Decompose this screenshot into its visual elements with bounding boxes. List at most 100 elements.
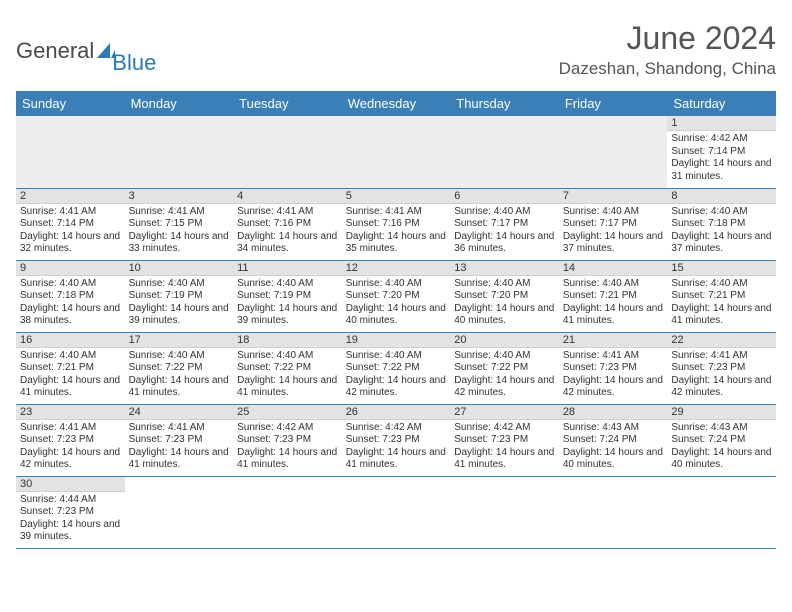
- day-details: Sunrise: 4:41 AMSunset: 7:23 PMDaylight:…: [125, 420, 234, 474]
- day-details: Sunrise: 4:41 AMSunset: 7:16 PMDaylight:…: [342, 204, 451, 258]
- day-number: 26: [342, 405, 451, 420]
- calendar-cell: 27Sunrise: 4:42 AMSunset: 7:23 PMDayligh…: [450, 404, 559, 476]
- day-details: Sunrise: 4:40 AMSunset: 7:19 PMDaylight:…: [125, 276, 234, 330]
- logo-text-blue: Blue: [112, 50, 156, 76]
- calendar-cell: [342, 476, 451, 548]
- day-details: Sunrise: 4:40 AMSunset: 7:22 PMDaylight:…: [450, 348, 559, 402]
- day-details: Sunrise: 4:41 AMSunset: 7:23 PMDaylight:…: [559, 348, 668, 402]
- calendar-row: 1Sunrise: 4:42 AMSunset: 7:14 PMDaylight…: [16, 116, 776, 188]
- day-number: 17: [125, 333, 234, 348]
- calendar-cell: 3Sunrise: 4:41 AMSunset: 7:15 PMDaylight…: [125, 188, 234, 260]
- day-number: 3: [125, 189, 234, 204]
- day-details: Sunrise: 4:42 AMSunset: 7:14 PMDaylight:…: [667, 131, 776, 185]
- day-number: 27: [450, 405, 559, 420]
- calendar-cell: 25Sunrise: 4:42 AMSunset: 7:23 PMDayligh…: [233, 404, 342, 476]
- calendar-cell: 26Sunrise: 4:42 AMSunset: 7:23 PMDayligh…: [342, 404, 451, 476]
- calendar-cell: 21Sunrise: 4:41 AMSunset: 7:23 PMDayligh…: [559, 332, 668, 404]
- calendar-cell: 9Sunrise: 4:40 AMSunset: 7:18 PMDaylight…: [16, 260, 125, 332]
- day-number: 4: [233, 189, 342, 204]
- day-number: 25: [233, 405, 342, 420]
- calendar-cell: 22Sunrise: 4:41 AMSunset: 7:23 PMDayligh…: [667, 332, 776, 404]
- day-details: Sunrise: 4:40 AMSunset: 7:21 PMDaylight:…: [559, 276, 668, 330]
- day-number: 5: [342, 189, 451, 204]
- day-details: Sunrise: 4:41 AMSunset: 7:14 PMDaylight:…: [16, 204, 125, 258]
- day-number: 7: [559, 189, 668, 204]
- calendar-row: 16Sunrise: 4:40 AMSunset: 7:21 PMDayligh…: [16, 332, 776, 404]
- calendar-cell: 14Sunrise: 4:40 AMSunset: 7:21 PMDayligh…: [559, 260, 668, 332]
- calendar-cell: 19Sunrise: 4:40 AMSunset: 7:22 PMDayligh…: [342, 332, 451, 404]
- calendar-cell: 7Sunrise: 4:40 AMSunset: 7:17 PMDaylight…: [559, 188, 668, 260]
- calendar-cell: [342, 116, 451, 188]
- header: General Blue June 2024 Dazeshan, Shandon…: [16, 20, 776, 79]
- day-number: 9: [16, 261, 125, 276]
- calendar-cell: 23Sunrise: 4:41 AMSunset: 7:23 PMDayligh…: [16, 404, 125, 476]
- day-details: Sunrise: 4:40 AMSunset: 7:17 PMDaylight:…: [450, 204, 559, 258]
- calendar-cell: [667, 476, 776, 548]
- day-number: 29: [667, 405, 776, 420]
- day-details: Sunrise: 4:41 AMSunset: 7:23 PMDaylight:…: [16, 420, 125, 474]
- calendar-cell: 15Sunrise: 4:40 AMSunset: 7:21 PMDayligh…: [667, 260, 776, 332]
- calendar-row: 30Sunrise: 4:44 AMSunset: 7:23 PMDayligh…: [16, 476, 776, 548]
- calendar-cell: [125, 116, 234, 188]
- calendar-cell: [233, 476, 342, 548]
- calendar-cell: 20Sunrise: 4:40 AMSunset: 7:22 PMDayligh…: [450, 332, 559, 404]
- calendar-cell: 18Sunrise: 4:40 AMSunset: 7:22 PMDayligh…: [233, 332, 342, 404]
- day-number: 16: [16, 333, 125, 348]
- day-details: Sunrise: 4:43 AMSunset: 7:24 PMDaylight:…: [667, 420, 776, 474]
- day-number: 15: [667, 261, 776, 276]
- day-details: Sunrise: 4:40 AMSunset: 7:21 PMDaylight:…: [667, 276, 776, 330]
- day-number: 10: [125, 261, 234, 276]
- calendar-table: Sunday Monday Tuesday Wednesday Thursday…: [16, 91, 776, 549]
- calendar-cell: [16, 116, 125, 188]
- day-details: Sunrise: 4:41 AMSunset: 7:23 PMDaylight:…: [667, 348, 776, 402]
- day-number: 28: [559, 405, 668, 420]
- calendar-cell: 10Sunrise: 4:40 AMSunset: 7:19 PMDayligh…: [125, 260, 234, 332]
- calendar-cell: [125, 476, 234, 548]
- day-details: Sunrise: 4:40 AMSunset: 7:18 PMDaylight:…: [667, 204, 776, 258]
- calendar-cell: 29Sunrise: 4:43 AMSunset: 7:24 PMDayligh…: [667, 404, 776, 476]
- day-number: 30: [16, 477, 125, 492]
- calendar-cell: 5Sunrise: 4:41 AMSunset: 7:16 PMDaylight…: [342, 188, 451, 260]
- calendar-cell: 13Sunrise: 4:40 AMSunset: 7:20 PMDayligh…: [450, 260, 559, 332]
- calendar-cell: 28Sunrise: 4:43 AMSunset: 7:24 PMDayligh…: [559, 404, 668, 476]
- weekday-header: Wednesday: [342, 91, 451, 116]
- day-details: Sunrise: 4:42 AMSunset: 7:23 PMDaylight:…: [450, 420, 559, 474]
- day-number: 24: [125, 405, 234, 420]
- calendar-row: 23Sunrise: 4:41 AMSunset: 7:23 PMDayligh…: [16, 404, 776, 476]
- calendar-cell: 2Sunrise: 4:41 AMSunset: 7:14 PMDaylight…: [16, 188, 125, 260]
- day-number: 12: [342, 261, 451, 276]
- weekday-header-row: Sunday Monday Tuesday Wednesday Thursday…: [16, 91, 776, 116]
- day-details: Sunrise: 4:41 AMSunset: 7:16 PMDaylight:…: [233, 204, 342, 258]
- day-number: 8: [667, 189, 776, 204]
- day-number: 13: [450, 261, 559, 276]
- day-number: 18: [233, 333, 342, 348]
- calendar-cell: [233, 116, 342, 188]
- day-details: Sunrise: 4:42 AMSunset: 7:23 PMDaylight:…: [233, 420, 342, 474]
- day-details: Sunrise: 4:41 AMSunset: 7:15 PMDaylight:…: [125, 204, 234, 258]
- day-details: Sunrise: 4:40 AMSunset: 7:19 PMDaylight:…: [233, 276, 342, 330]
- day-number: 6: [450, 189, 559, 204]
- calendar-row: 2Sunrise: 4:41 AMSunset: 7:14 PMDaylight…: [16, 188, 776, 260]
- day-details: Sunrise: 4:43 AMSunset: 7:24 PMDaylight:…: [559, 420, 668, 474]
- day-number: 2: [16, 189, 125, 204]
- day-details: Sunrise: 4:42 AMSunset: 7:23 PMDaylight:…: [342, 420, 451, 474]
- day-number: 11: [233, 261, 342, 276]
- weekday-header: Friday: [559, 91, 668, 116]
- weekday-header: Tuesday: [233, 91, 342, 116]
- weekday-header: Thursday: [450, 91, 559, 116]
- calendar-cell: [450, 476, 559, 548]
- calendar-cell: 30Sunrise: 4:44 AMSunset: 7:23 PMDayligh…: [16, 476, 125, 548]
- day-details: Sunrise: 4:40 AMSunset: 7:20 PMDaylight:…: [342, 276, 451, 330]
- weekday-header: Saturday: [667, 91, 776, 116]
- calendar-cell: 6Sunrise: 4:40 AMSunset: 7:17 PMDaylight…: [450, 188, 559, 260]
- day-details: Sunrise: 4:40 AMSunset: 7:18 PMDaylight:…: [16, 276, 125, 330]
- day-number: 21: [559, 333, 668, 348]
- calendar-cell: 11Sunrise: 4:40 AMSunset: 7:19 PMDayligh…: [233, 260, 342, 332]
- calendar-cell: 16Sunrise: 4:40 AMSunset: 7:21 PMDayligh…: [16, 332, 125, 404]
- day-number: 23: [16, 405, 125, 420]
- logo-text-general: General: [16, 38, 94, 64]
- weekday-header: Sunday: [16, 91, 125, 116]
- day-details: Sunrise: 4:40 AMSunset: 7:22 PMDaylight:…: [125, 348, 234, 402]
- calendar-cell: 1Sunrise: 4:42 AMSunset: 7:14 PMDaylight…: [667, 116, 776, 188]
- calendar-row: 9Sunrise: 4:40 AMSunset: 7:18 PMDaylight…: [16, 260, 776, 332]
